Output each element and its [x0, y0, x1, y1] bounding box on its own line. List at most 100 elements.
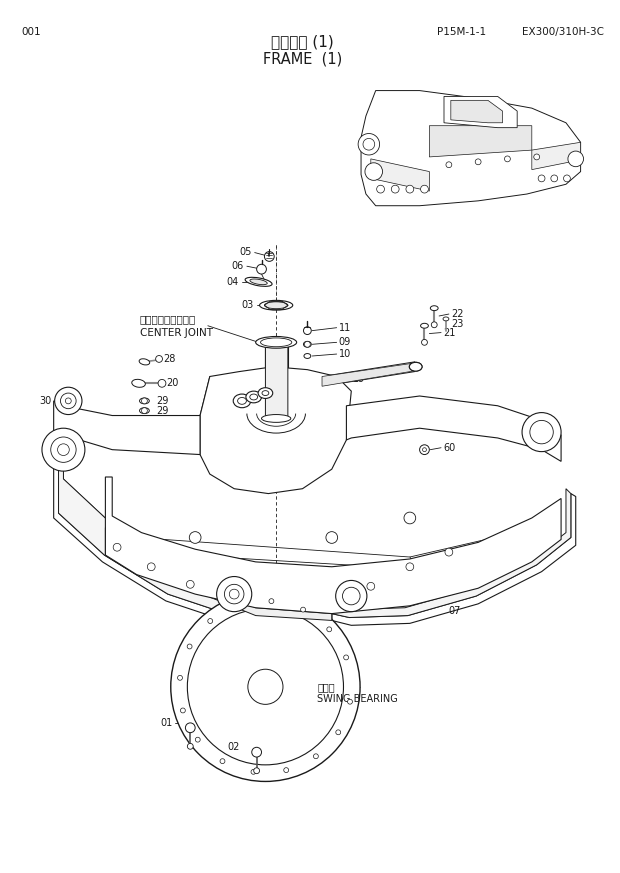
- Ellipse shape: [237, 397, 246, 404]
- Circle shape: [420, 185, 428, 193]
- Ellipse shape: [132, 380, 145, 388]
- Circle shape: [42, 428, 85, 471]
- Circle shape: [304, 341, 310, 347]
- Text: フレーム (1): フレーム (1): [271, 34, 334, 49]
- Circle shape: [365, 162, 383, 181]
- Circle shape: [522, 413, 561, 451]
- Circle shape: [236, 602, 241, 608]
- Circle shape: [229, 589, 239, 599]
- Circle shape: [432, 322, 437, 327]
- Polygon shape: [200, 367, 352, 493]
- Circle shape: [187, 644, 192, 649]
- Circle shape: [446, 162, 452, 168]
- Circle shape: [51, 437, 76, 463]
- Text: 11: 11: [339, 323, 351, 333]
- Circle shape: [538, 175, 545, 182]
- Polygon shape: [54, 401, 200, 455]
- Circle shape: [406, 185, 414, 193]
- Circle shape: [269, 599, 274, 603]
- Polygon shape: [361, 91, 580, 206]
- Ellipse shape: [420, 323, 428, 328]
- Circle shape: [377, 185, 384, 193]
- Circle shape: [422, 340, 427, 345]
- Text: 05: 05: [239, 246, 252, 257]
- Text: 28: 28: [163, 354, 175, 364]
- Circle shape: [265, 251, 274, 261]
- Circle shape: [475, 159, 481, 165]
- Ellipse shape: [250, 279, 267, 285]
- Circle shape: [113, 543, 121, 551]
- Circle shape: [180, 708, 185, 713]
- Circle shape: [187, 581, 194, 588]
- Ellipse shape: [303, 341, 311, 347]
- Circle shape: [189, 532, 201, 543]
- Ellipse shape: [260, 338, 292, 347]
- Circle shape: [177, 676, 182, 680]
- Text: SWING BEARING: SWING BEARING: [317, 695, 398, 705]
- Text: 60: 60: [443, 443, 455, 453]
- Ellipse shape: [262, 390, 269, 395]
- Circle shape: [327, 627, 332, 632]
- Polygon shape: [265, 342, 288, 421]
- Circle shape: [568, 151, 583, 167]
- Ellipse shape: [139, 359, 149, 365]
- Circle shape: [335, 581, 367, 612]
- Ellipse shape: [409, 362, 422, 371]
- Circle shape: [187, 608, 343, 765]
- Text: センタージョイント: センタージョイント: [140, 314, 196, 324]
- Circle shape: [195, 737, 200, 742]
- Ellipse shape: [140, 398, 149, 404]
- Circle shape: [224, 584, 244, 604]
- Text: 01: 01: [161, 718, 173, 728]
- Text: 09: 09: [339, 337, 351, 347]
- Circle shape: [208, 619, 213, 623]
- Circle shape: [343, 655, 348, 660]
- Circle shape: [406, 563, 414, 571]
- Circle shape: [248, 670, 283, 705]
- Circle shape: [141, 398, 148, 404]
- Polygon shape: [444, 96, 517, 127]
- Circle shape: [254, 767, 260, 773]
- Text: 29: 29: [156, 395, 169, 406]
- Polygon shape: [54, 464, 255, 623]
- Text: 02: 02: [228, 742, 240, 753]
- Text: P15M-1-1: P15M-1-1: [437, 27, 486, 37]
- Circle shape: [257, 265, 267, 274]
- Ellipse shape: [409, 362, 422, 371]
- Circle shape: [314, 753, 318, 759]
- Text: 06: 06: [232, 261, 244, 272]
- Text: 19: 19: [353, 375, 366, 384]
- Polygon shape: [347, 396, 561, 462]
- Circle shape: [358, 134, 379, 155]
- Circle shape: [348, 699, 352, 705]
- Circle shape: [445, 548, 453, 556]
- Circle shape: [505, 156, 510, 162]
- Circle shape: [342, 588, 360, 605]
- Ellipse shape: [262, 415, 291, 423]
- Ellipse shape: [443, 317, 449, 321]
- Ellipse shape: [250, 394, 258, 400]
- Circle shape: [404, 512, 415, 524]
- Ellipse shape: [255, 336, 296, 348]
- Circle shape: [170, 592, 360, 781]
- Polygon shape: [332, 493, 576, 625]
- Text: 24: 24: [270, 383, 283, 393]
- Circle shape: [141, 408, 148, 414]
- Polygon shape: [105, 523, 332, 621]
- Circle shape: [251, 769, 256, 774]
- Polygon shape: [322, 363, 415, 386]
- Polygon shape: [327, 489, 571, 621]
- Polygon shape: [451, 100, 503, 123]
- Text: 04: 04: [227, 277, 239, 287]
- Text: EX300/310H-3C: EX300/310H-3C: [522, 27, 604, 37]
- Text: 07: 07: [449, 606, 461, 615]
- Ellipse shape: [258, 388, 273, 398]
- Circle shape: [61, 393, 76, 409]
- Circle shape: [55, 388, 82, 415]
- Circle shape: [551, 175, 557, 182]
- Circle shape: [336, 730, 340, 735]
- Circle shape: [58, 443, 69, 456]
- Text: 22: 22: [451, 309, 463, 319]
- Circle shape: [420, 445, 430, 455]
- Text: 03: 03: [241, 300, 254, 310]
